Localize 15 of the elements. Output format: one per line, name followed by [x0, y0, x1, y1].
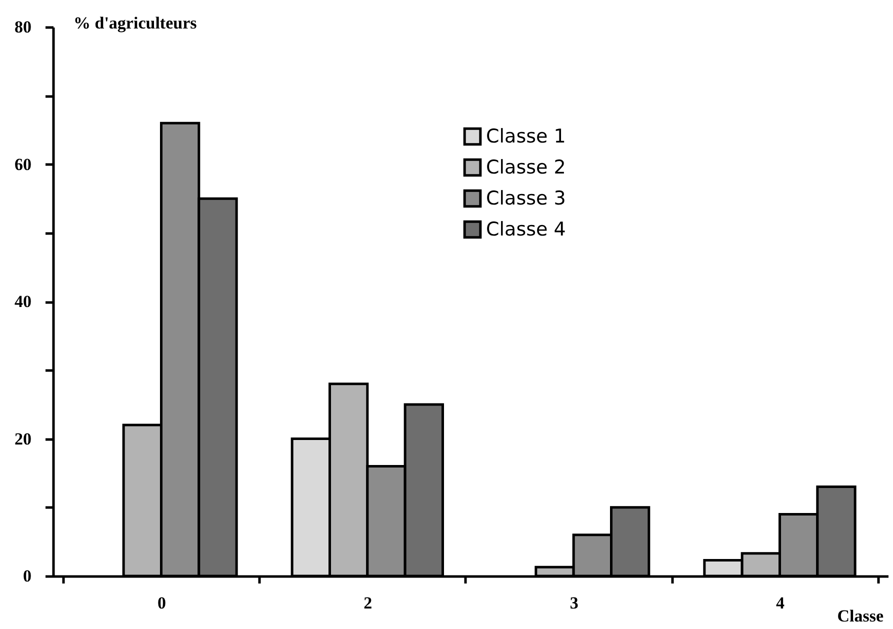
legend-label: Classe 1: [486, 126, 566, 148]
y-tick-label: 20: [14, 429, 32, 448]
y-tick-label: 60: [14, 154, 32, 174]
legend-label: Classe 2: [486, 156, 566, 178]
x-tick-label: 2: [364, 594, 372, 612]
x-tick-label: 0: [157, 594, 166, 612]
y-tick-label: 40: [14, 292, 32, 311]
legend-label: Classe 4: [486, 218, 566, 240]
x-tick-label: 4: [776, 594, 786, 612]
y-axis-title: % d'agriculteurs: [74, 14, 198, 32]
x-axis-title: Classe: [837, 606, 884, 626]
y-tick-label: 0: [23, 566, 32, 586]
x-tick-label: 3: [570, 594, 578, 612]
y-tick-label: 80: [14, 18, 32, 36]
legend-label: Classe 3: [486, 188, 566, 210]
